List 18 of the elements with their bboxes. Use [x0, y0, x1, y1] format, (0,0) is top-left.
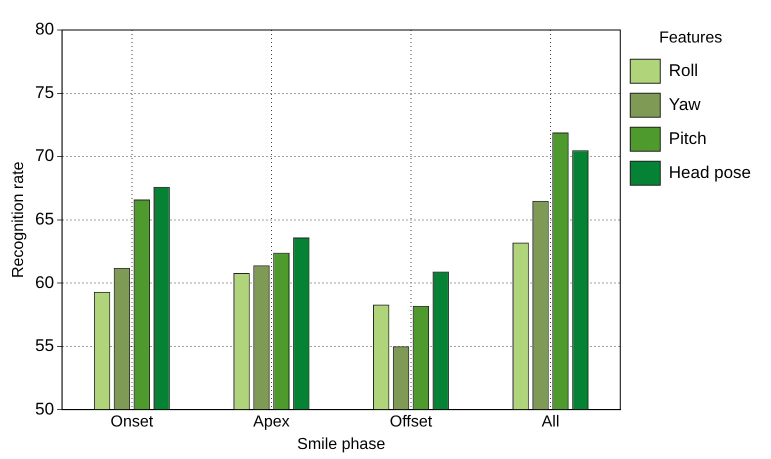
legend-label: Yaw: [668, 94, 702, 114]
x-tick-label: Onset: [110, 414, 154, 431]
y-tick-label: 55: [35, 336, 54, 356]
x-tick-label: All: [542, 414, 560, 431]
legend-label: Head pose: [668, 162, 752, 182]
y-tick-label: 75: [35, 82, 54, 102]
y-tick-label: 80: [35, 20, 54, 39]
legend-title: Features: [659, 29, 722, 46]
x-tick-label: Offset: [390, 414, 433, 431]
legend-label: Roll: [668, 60, 698, 80]
legend-label: Pitch: [668, 128, 707, 148]
y-tick-label: 70: [35, 146, 54, 166]
y-tick-label: 65: [35, 209, 54, 228]
y-tick-label: 60: [35, 272, 54, 292]
y-tick-label: 50: [35, 399, 54, 418]
x-tick-label: Apex: [253, 414, 290, 431]
x-axis-title: Smile phase: [297, 436, 386, 453]
y-axis-title: Recognition rate: [10, 161, 28, 278]
